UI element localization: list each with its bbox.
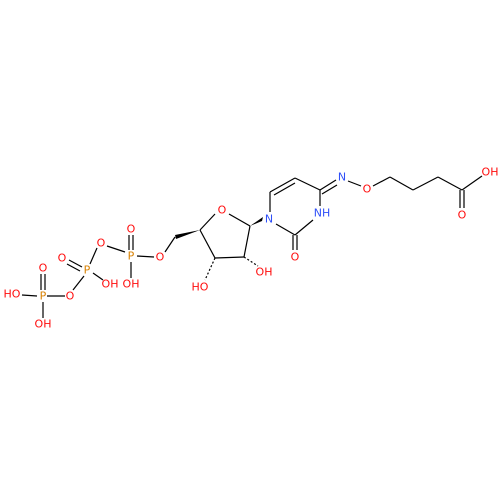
atom-label: HO [4,288,21,301]
atom-label: O [127,223,136,236]
bonds [21,175,483,318]
atom-label: O [458,209,467,222]
atom-label: O [156,251,165,264]
atom-label: O [218,204,227,217]
atom-label: O [291,251,300,264]
atom-label: HO [192,281,209,294]
atom-label: OH [123,278,140,291]
atom-label: P [84,264,91,277]
atom-label: OH [102,278,119,291]
atom-label: N [338,171,346,184]
atom-label: N [265,213,273,226]
atom-label: OH [482,166,499,179]
atom-label: P [40,290,47,303]
atom-label: O [39,262,48,275]
atom-label: O [97,237,106,250]
atom-label: OH [35,318,52,331]
atom-label: O [66,290,75,303]
atom-labels: O N NH O N O OH O OH HO O P O OH O P O O… [4,166,499,331]
atom-label: O [363,183,372,196]
atom-label: OH [256,266,273,279]
atom-label: NH [314,207,331,220]
atom-label: P [128,250,135,263]
atom-label: O [58,252,67,265]
